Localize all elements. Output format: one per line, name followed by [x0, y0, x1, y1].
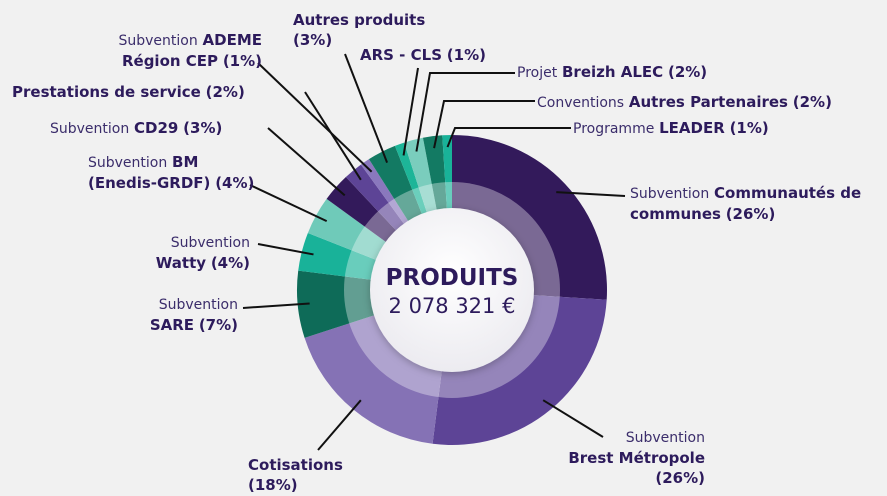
slice-label: Subvention CD29 (3%) [50, 118, 280, 139]
value-label: (1%) [729, 119, 769, 137]
label-name: CD29 [134, 119, 179, 137]
label-prefix: Subvention [158, 297, 238, 313]
value-label: (4%) [210, 254, 250, 272]
slice-label: Subvention Brest Métropole (26%) [535, 428, 705, 488]
slice [422, 135, 449, 232]
value-label: (2%) [667, 63, 708, 81]
value-label: (7%) [198, 316, 238, 334]
leader-line [242, 302, 310, 309]
label-name: Cotisations [248, 456, 343, 474]
slice [360, 159, 420, 242]
slice [404, 137, 441, 233]
label-prefix: Subvention [170, 235, 250, 251]
leader-line [267, 127, 346, 197]
slice [452, 135, 607, 300]
label-prefix: Subvention [118, 33, 198, 49]
label-prefix: Programme [573, 121, 655, 137]
leader-line [257, 62, 373, 173]
leader-line [556, 191, 626, 197]
center-circle [370, 208, 534, 372]
value-label: (1%) [222, 52, 262, 70]
value-label: (26%) [725, 205, 776, 223]
label-prefix: Subvention [88, 155, 168, 171]
slice-label: Conventions Autres Partenaires (2%) [537, 92, 877, 113]
label-name: Brest Métropole [568, 449, 705, 467]
label-prefix: Subvention [625, 430, 705, 446]
slice-label: ARS - CLS (1%) [360, 45, 520, 65]
slice-label: Projet Breizh ALEC (2%) [517, 62, 757, 83]
label-name: BM (Enedis-GRDF) [88, 153, 211, 192]
leader-line [446, 127, 571, 148]
value-label: (18%) [248, 476, 298, 494]
slice-label: Subvention ADEME Région CEP (1%) [70, 30, 262, 71]
slice [307, 198, 404, 268]
label-name: ARS - CLS [360, 46, 443, 64]
slice [442, 135, 452, 231]
leader-line [249, 184, 328, 223]
value-label: (1%) [446, 46, 486, 64]
leader-line [415, 72, 515, 152]
slice [345, 164, 417, 247]
leader-line [433, 100, 535, 149]
label-prefix: Projet [517, 65, 558, 81]
label-name: Watty [155, 254, 207, 272]
slice-label: Subvention Communautés de communes (26%) [630, 183, 880, 224]
chart-subtitle: 2 078 321 € [389, 294, 516, 318]
value-label: (26%) [655, 469, 705, 487]
slice [368, 145, 430, 240]
slice [432, 293, 607, 445]
label-prefix: Subvention [50, 121, 130, 137]
chart-title: PRODUITS [386, 265, 519, 291]
slice-label: Cotisations (18%) [248, 455, 368, 495]
label-name: Breizh ALEC [561, 63, 664, 81]
label-name: SARE [149, 316, 195, 334]
slice-label: Autres produits (3%) [293, 10, 463, 50]
value-label: (2%) [792, 93, 832, 111]
label-prefix: Subvention [630, 186, 710, 202]
slice [394, 142, 434, 235]
slice-label: Subvention SARE (7%) [130, 295, 238, 335]
label-name: Autres produits [293, 11, 426, 29]
value-label: (3%) [293, 31, 333, 49]
leader-line [402, 67, 419, 156]
value-label: (2%) [205, 83, 245, 101]
leader-line [344, 53, 389, 163]
label-name: LEADER [659, 119, 725, 137]
leader-line [542, 399, 604, 438]
value-label: (4%) [215, 174, 255, 192]
value-label: (3%) [183, 119, 223, 137]
label-name: Autres Partenaires [628, 93, 788, 111]
label-name: Communautés de communes [630, 184, 862, 223]
label-name: Prestations de service [12, 83, 201, 101]
label-prefix: Conventions [537, 95, 625, 111]
slice-label: Programme LEADER (1%) [573, 118, 813, 139]
label-name: ADEME Région CEP [121, 31, 262, 70]
leader-line [257, 243, 314, 256]
slice [326, 177, 411, 255]
slice-label: Prestations de service (2%) [12, 82, 312, 102]
leader-line [317, 399, 362, 451]
slice-label: Subvention BM (Enedis-GRDF) (4%) [88, 152, 258, 193]
slice-label: Subvention Watty (4%) [130, 233, 250, 273]
slice [298, 232, 397, 283]
